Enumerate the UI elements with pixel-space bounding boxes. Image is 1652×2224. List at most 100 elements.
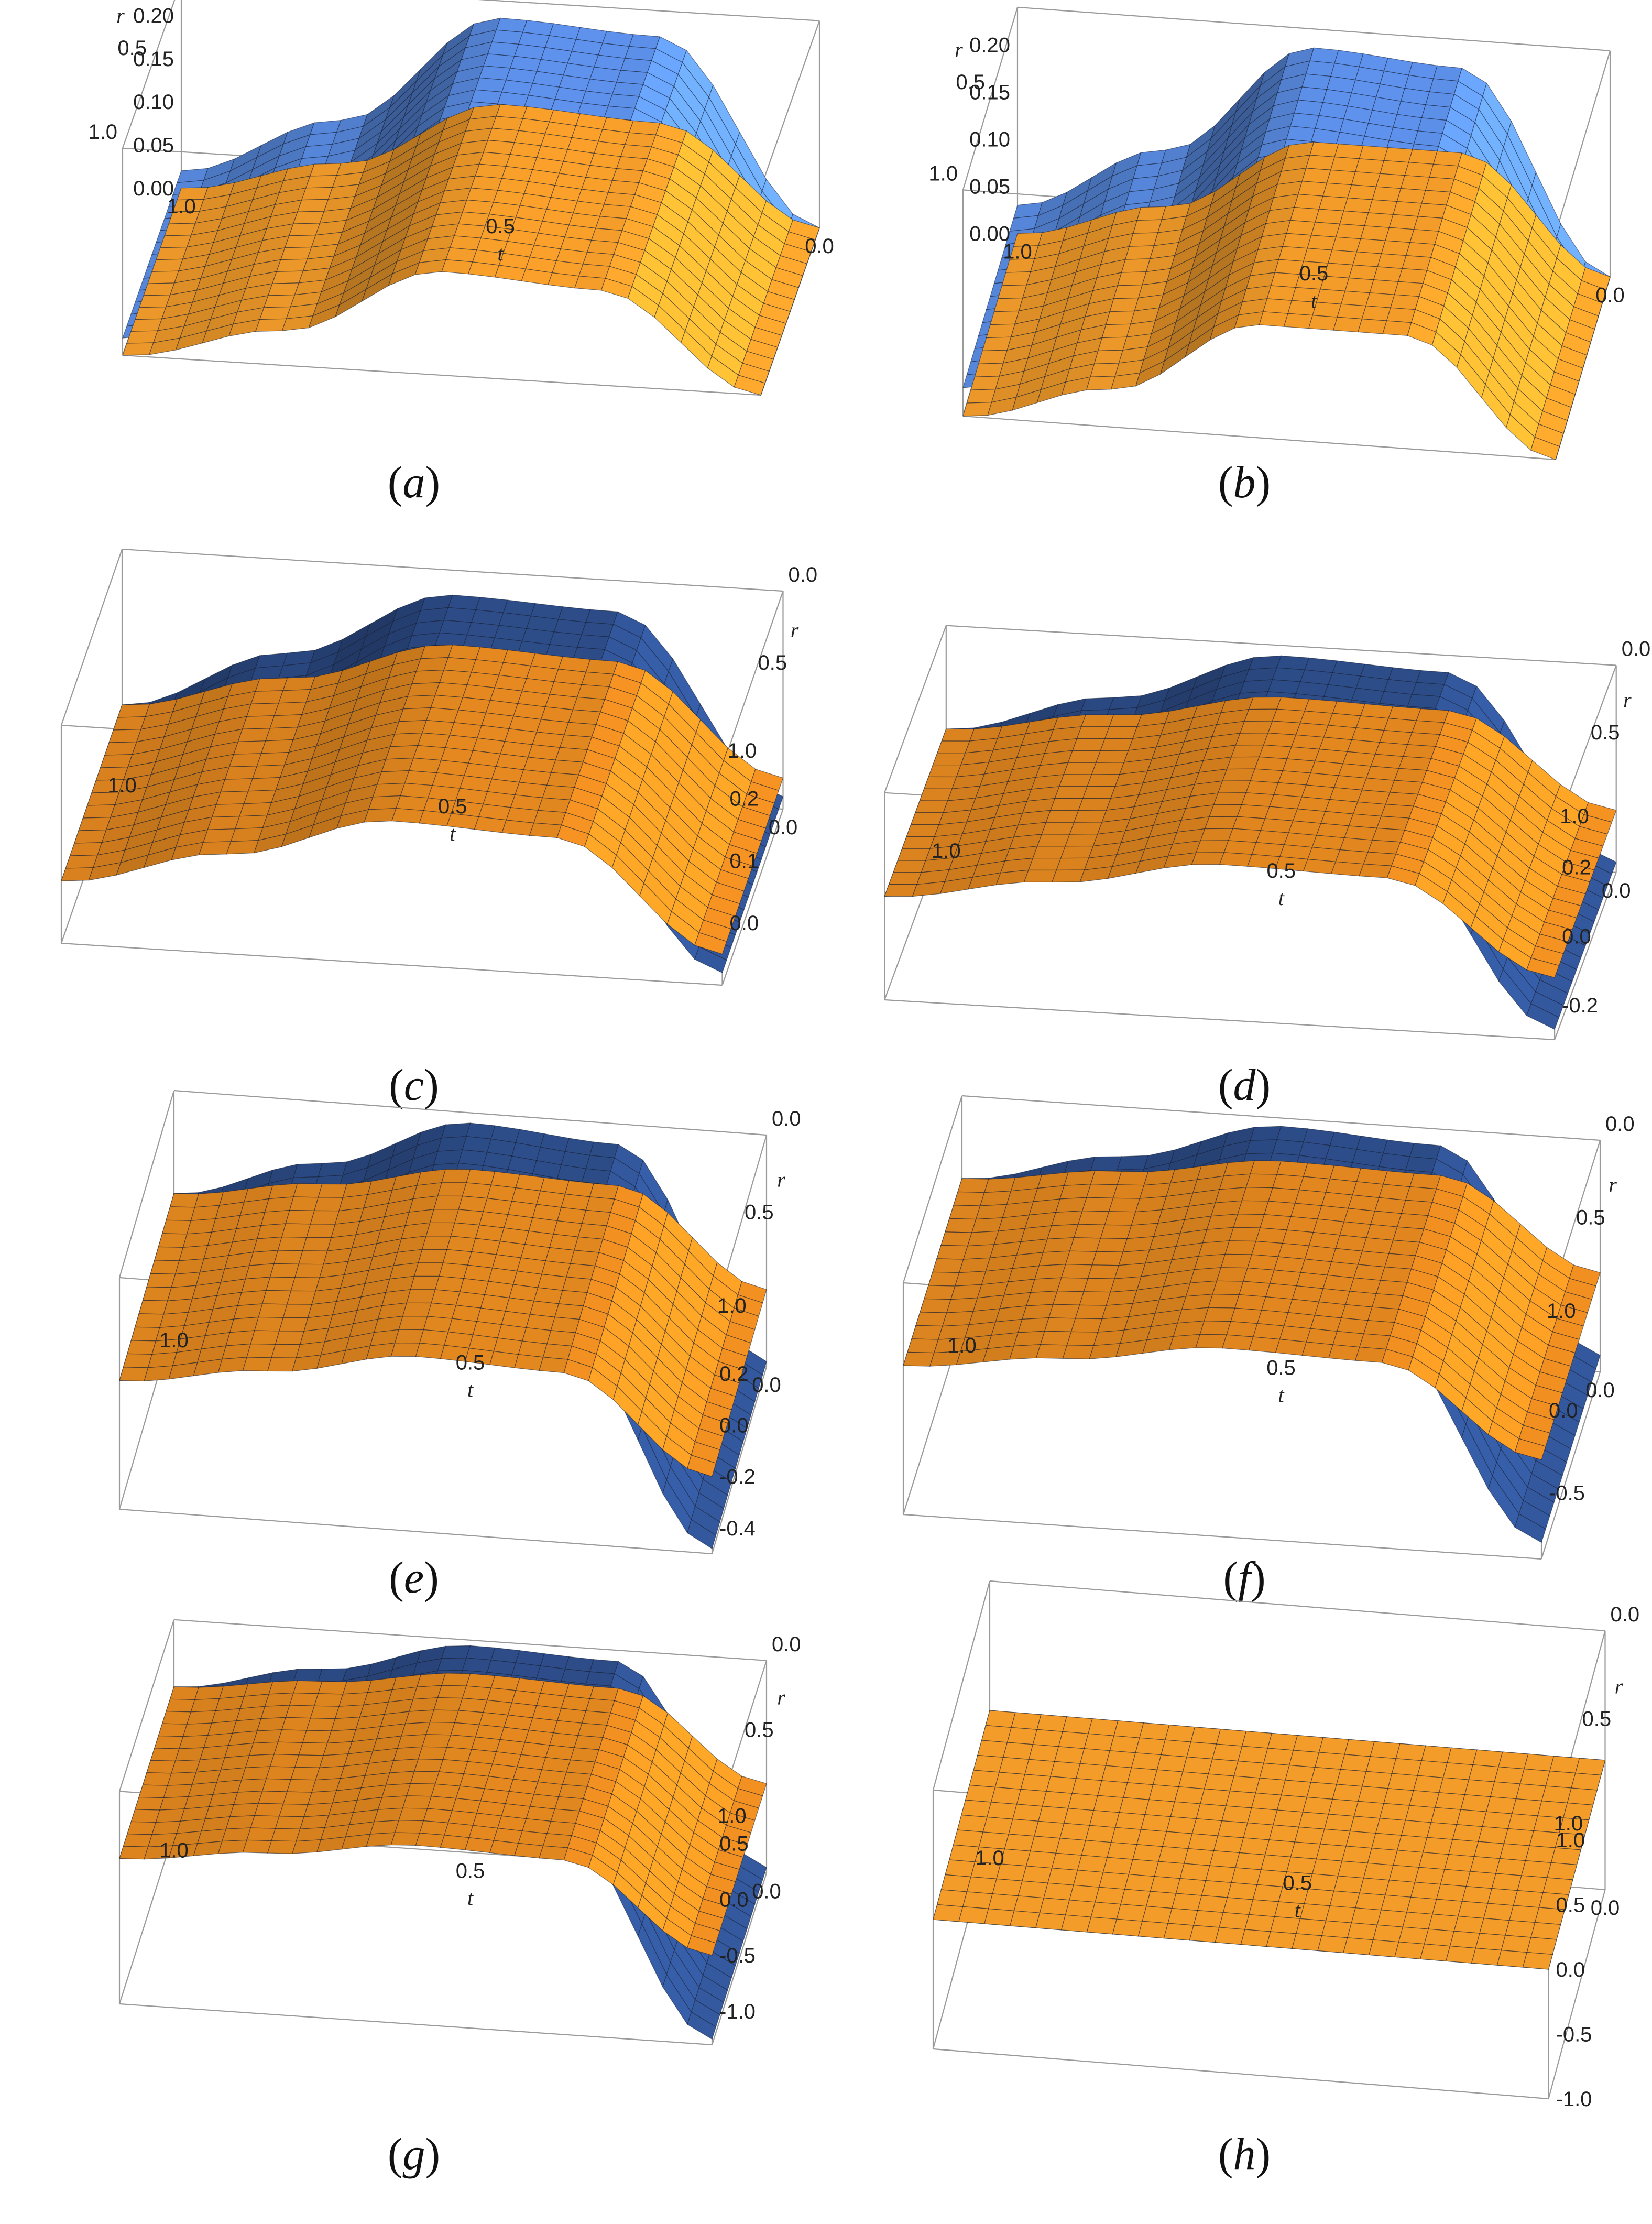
- surface-patch: [694, 946, 727, 974]
- surface-patch: [246, 703, 279, 717]
- t-axis-ticks: 0.00.51.0: [159, 1329, 781, 1397]
- box-edge: [122, 548, 783, 592]
- surface-patch: [1409, 1143, 1441, 1160]
- surface-patch: [514, 1843, 544, 1859]
- surface-patch: [577, 1223, 607, 1240]
- surface-patch: [514, 1354, 544, 1371]
- surface-patch: [1073, 1224, 1106, 1239]
- r-tick-label: 1.0: [1547, 1300, 1576, 1323]
- surface-patch: [1028, 857, 1062, 871]
- surface-patch: [1309, 141, 1339, 158]
- surface-patch: [290, 1767, 320, 1781]
- surface-patch: [1333, 317, 1363, 333]
- surface-patch: [1035, 1344, 1068, 1359]
- surface-patch: [281, 1717, 311, 1731]
- surface-patch: [273, 701, 307, 716]
- surface-patch: [1358, 1250, 1390, 1268]
- surface-patch: [1390, 294, 1420, 310]
- box-edge: [173, 1619, 767, 1661]
- surface-patch: [142, 1287, 172, 1302]
- surface-patch: [186, 1218, 216, 1235]
- surface-patch: [454, 1209, 484, 1226]
- surface-patch: [1132, 219, 1163, 234]
- surface-patch: [1286, 220, 1316, 236]
- surface-patch: [411, 669, 445, 684]
- surface-patch: [226, 840, 259, 855]
- surface-patch: [171, 1759, 201, 1774]
- surface-patch: [416, 1673, 446, 1687]
- surface-patch: [381, 757, 414, 772]
- box-edge: [61, 942, 723, 986]
- surface-patch: [169, 1193, 199, 1208]
- panel-f: -0.5 0.0 0.0 0.5 1.0 t 0.0 0.5 1.0 r: [859, 1095, 1635, 1604]
- surface-patch: [314, 1693, 344, 1707]
- surface-patch: [1337, 1317, 1369, 1334]
- surface-patch: [542, 1833, 572, 1848]
- t-axis-ticks: 0.00.51.0: [1003, 240, 1625, 307]
- surface-patch: [1358, 318, 1387, 334]
- surface-patch: [533, 810, 566, 826]
- surface-patch: [134, 1313, 165, 1328]
- surface-patch: [1351, 171, 1381, 187]
- surface-patch: [271, 1828, 301, 1842]
- surface-patch: [163, 1784, 193, 1798]
- surface-patch: [229, 1316, 259, 1333]
- panel-caption: (d): [1218, 1060, 1271, 1110]
- surface-patch: [958, 1257, 991, 1273]
- surface-patch: [1261, 1296, 1293, 1313]
- surface-series-2: [962, 141, 1611, 460]
- surface-patch: [229, 1803, 259, 1817]
- surface-patch: [888, 872, 922, 885]
- r-tick-label: 1.0: [717, 1804, 747, 1827]
- surface-patch: [415, 657, 449, 672]
- surface-patch: [249, 1741, 279, 1756]
- surface-patch: [998, 284, 1027, 299]
- surface-patch: [1080, 714, 1114, 727]
- surface-patch: [1228, 828, 1261, 843]
- surface-patch: [1361, 306, 1391, 321]
- surface-patch: [1374, 1197, 1406, 1214]
- surface-patch: [150, 1260, 180, 1275]
- surface-patch: [1267, 679, 1301, 694]
- surface-plot-c: 0.00.10.20.00.51.0t0.00.51.0r: [60, 548, 817, 986]
- surface-patch: [1199, 1321, 1231, 1335]
- surface-patch: [550, 1808, 580, 1824]
- surface-patch: [1332, 1331, 1364, 1348]
- surface-patch: [259, 306, 291, 320]
- surface-patch: [923, 776, 957, 789]
- surface-patch: [1383, 147, 1413, 163]
- surface-patch: [1080, 697, 1114, 711]
- surface-patch: [1056, 1277, 1089, 1292]
- surface-patch: [298, 1742, 328, 1756]
- surface-patch: [539, 1845, 568, 1861]
- surface-patch: [1245, 780, 1279, 795]
- box-edge: [932, 1580, 991, 1791]
- surface-patch: [466, 1645, 496, 1661]
- surface-patch: [1054, 786, 1088, 799]
- box-edge: [961, 1095, 1601, 1141]
- surface-patch: [1322, 182, 1352, 199]
- surface-patch: [275, 1816, 305, 1829]
- t-tick-label: 1.0: [1003, 240, 1032, 263]
- surface-patch: [142, 1772, 172, 1786]
- surface-patch: [1117, 1171, 1149, 1186]
- surface-patch: [1237, 804, 1270, 819]
- surface-patch: [975, 1204, 1008, 1220]
- surface-patch: [433, 1195, 463, 1210]
- r-axis-label: r: [791, 618, 799, 642]
- surface-patch: [734, 375, 765, 396]
- surface-patch: [462, 1182, 491, 1199]
- box-edge: [1554, 872, 1617, 1040]
- surface-patch: [130, 1326, 160, 1342]
- surface-patch: [156, 246, 188, 260]
- surface-patch: [1417, 203, 1447, 219]
- surface-patch: [1299, 1176, 1331, 1193]
- surface-patch: [126, 330, 158, 344]
- surface-patch: [1059, 1184, 1091, 1200]
- surface-patch: [207, 816, 240, 830]
- r-tick-label: 0.0: [983, 0, 1012, 3]
- surface-patch: [430, 694, 464, 711]
- surface-patch: [150, 1748, 180, 1762]
- surface-patch: [1022, 1304, 1054, 1320]
- surface-patch: [971, 1217, 1003, 1233]
